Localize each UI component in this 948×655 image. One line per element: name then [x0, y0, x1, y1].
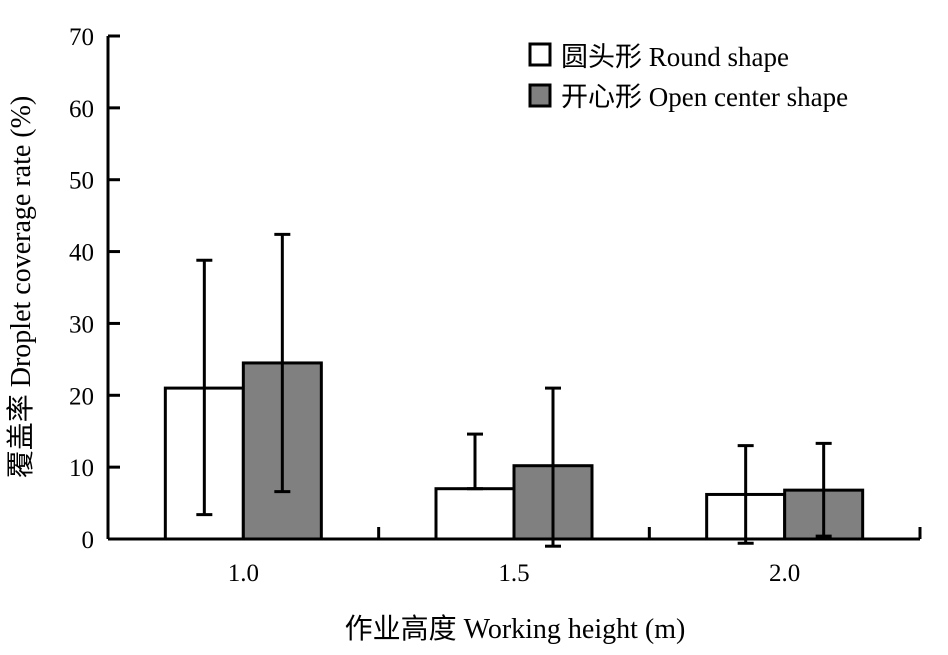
- legend: 圆头形 Round shape 开心形 Open center shape: [528, 42, 848, 112]
- y-tick-label: 10: [69, 455, 94, 482]
- bars: [163, 361, 865, 541]
- legend-label-open-center-shape: 开心形 Open center shape: [561, 82, 848, 112]
- legend-label-round-shape: 圆头形 Round shape: [561, 42, 789, 72]
- y-tick-label: 30: [69, 311, 94, 338]
- x-tick-label: 1.5: [498, 560, 529, 587]
- y-tick-label: 50: [69, 168, 94, 195]
- y-tick-label: 20: [69, 383, 94, 410]
- y-ticks: 0 10 20 30 40 50 60 70: [69, 24, 120, 554]
- y-tick-label: 40: [69, 240, 94, 267]
- y-tick-label: 60: [69, 96, 94, 123]
- y-axis-title: 覆盖率 Droplet coverage rate (%): [5, 96, 37, 479]
- legend-swatch-round-shape: [528, 42, 552, 67]
- x-axis-title: 作业高度 Working height (m): [345, 613, 686, 645]
- legend-swatch-open-center-shape: [528, 83, 552, 108]
- y-tick-label: 0: [82, 527, 95, 554]
- x-ticks: 1.0 1.5 2.0: [228, 527, 922, 587]
- y-tick-label: 70: [69, 24, 94, 51]
- x-tick-label: 2.0: [769, 560, 800, 587]
- bar-round-shape-1.5: [434, 487, 516, 541]
- error-bars: [196, 232, 832, 548]
- x-tick-label: 1.0: [228, 560, 259, 587]
